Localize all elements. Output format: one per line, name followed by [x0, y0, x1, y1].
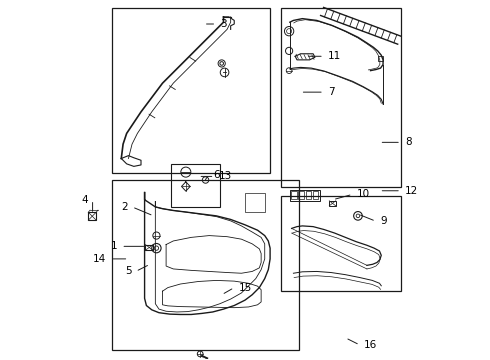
Text: 11: 11 [328, 51, 342, 61]
Bar [290, 190, 320, 201]
Bar [306, 192, 311, 199]
Text: 2: 2 [121, 202, 128, 212]
Text: 6: 6 [214, 170, 220, 180]
Bar [281, 196, 401, 291]
Bar [298, 192, 304, 199]
Text: 8: 8 [405, 138, 412, 147]
Text: 9: 9 [380, 216, 387, 226]
Bar [281, 8, 401, 187]
Text: 3: 3 [220, 19, 227, 29]
Text: 14: 14 [93, 254, 106, 264]
Bar [88, 212, 96, 220]
Bar [291, 192, 296, 199]
Bar [378, 56, 383, 60]
Bar [112, 8, 270, 173]
Bar [112, 180, 299, 350]
Bar [329, 201, 336, 206]
Bar [245, 193, 265, 212]
Bar [313, 192, 318, 199]
Text: 5: 5 [124, 266, 131, 276]
Bar [172, 164, 220, 207]
Text: 12: 12 [405, 186, 418, 196]
Text: 16: 16 [364, 340, 377, 350]
Text: 10: 10 [357, 189, 370, 199]
Text: 7: 7 [328, 87, 335, 97]
Bar [146, 244, 153, 250]
Text: 13: 13 [219, 171, 232, 181]
Text: 15: 15 [239, 283, 252, 293]
Text: 1: 1 [110, 241, 117, 251]
Text: 4: 4 [82, 195, 88, 205]
